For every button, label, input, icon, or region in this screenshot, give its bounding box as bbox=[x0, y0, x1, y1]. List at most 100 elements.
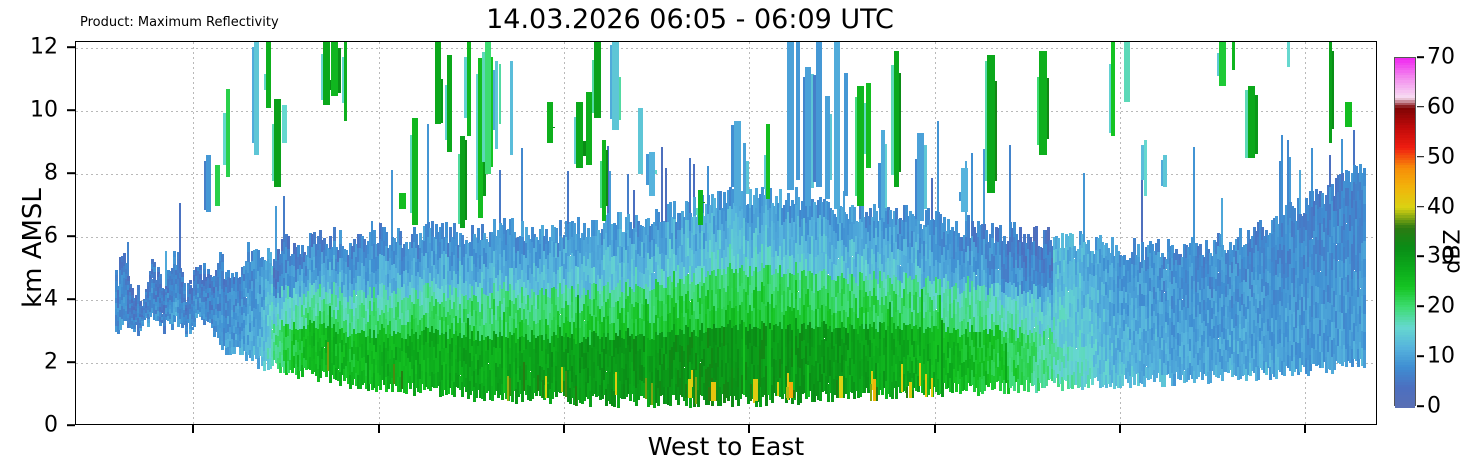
reflectivity-pixel bbox=[213, 281, 216, 288]
reflectivity-pixel bbox=[239, 340, 242, 348]
reflectivity-pixel bbox=[167, 297, 170, 303]
reflectivity-pixel bbox=[185, 321, 188, 325]
reflectivity-pixel bbox=[275, 206, 277, 261]
reflectivity-pixel bbox=[317, 368, 320, 383]
reflectivity-pixel bbox=[131, 321, 134, 326]
reflectivity-pixel bbox=[249, 262, 252, 272]
reflectivity-pixel bbox=[337, 274, 340, 287]
reflectivity-pixel bbox=[233, 276, 236, 284]
reflectivity-pixel bbox=[195, 290, 198, 295]
reflectivity-pixel bbox=[117, 307, 120, 313]
reflectivity-pixel bbox=[117, 294, 120, 300]
reflectivity-pixel bbox=[197, 275, 200, 280]
reflectivity-pixel bbox=[173, 257, 176, 264]
reflectivity-pixel bbox=[207, 292, 210, 298]
reflectivity-pixel bbox=[307, 335, 310, 347]
reflectivity-pixel bbox=[295, 305, 298, 318]
reflectivity-pixel bbox=[185, 301, 188, 305]
reflectivity-pixel bbox=[333, 282, 336, 297]
reflectivity-pixel bbox=[217, 297, 220, 305]
reflectivity-pixel bbox=[231, 339, 234, 347]
reflectivity-pixel bbox=[181, 287, 184, 293]
reflectivity-pixel bbox=[311, 335, 314, 349]
reflectivity-pixel bbox=[271, 302, 274, 312]
reflectivity-pixel bbox=[255, 338, 258, 349]
reflectivity-pixel bbox=[135, 314, 138, 317]
reflectivity-pixel bbox=[189, 294, 192, 300]
reflectivity-pixel bbox=[301, 280, 304, 293]
reflectivity-pixel bbox=[143, 308, 146, 311]
reflectivity-pixel bbox=[275, 260, 278, 271]
reflectivity-pixel bbox=[315, 315, 318, 328]
reflectivity-pixel bbox=[261, 316, 264, 327]
reflectivity-pixel bbox=[143, 306, 146, 309]
reflectivity-pixel bbox=[171, 301, 174, 308]
reflectivity-pixel bbox=[249, 332, 252, 341]
reflectivity-pixel bbox=[235, 292, 238, 300]
reflectivity-pixel bbox=[311, 259, 314, 273]
reflectivity-pixel bbox=[165, 298, 168, 302]
reflectivity-pixel bbox=[223, 327, 226, 334]
reflectivity-pixel bbox=[281, 285, 284, 298]
reflectivity-pixel bbox=[315, 291, 318, 304]
reflectivity-pixel bbox=[211, 300, 214, 305]
reflectivity-pixel bbox=[281, 297, 284, 309]
reflectivity-pixel bbox=[137, 298, 140, 304]
reflectivity-pixel bbox=[141, 322, 144, 325]
reflectivity-pixel bbox=[153, 298, 156, 304]
reflectivity-pixel bbox=[179, 303, 182, 309]
reflectivity-pixel bbox=[219, 328, 222, 337]
reflectivity-pixel bbox=[143, 318, 146, 321]
reflectivity-pixel bbox=[199, 293, 202, 298]
reflectivity-pixel bbox=[191, 315, 194, 319]
reflectivity-pixel bbox=[161, 304, 164, 308]
reflectivity-pixel bbox=[219, 319, 222, 329]
reflectivity-pixel bbox=[197, 305, 200, 310]
reflectivity-pixel bbox=[325, 364, 328, 377]
reflectivity-pixel bbox=[259, 338, 262, 348]
reflectivity-pixel bbox=[175, 279, 178, 284]
reflectivity-pixel bbox=[239, 312, 242, 320]
chart-title: 14.03.2026 06:05 - 06:09 UTC bbox=[486, 4, 894, 35]
reflectivity-pixel bbox=[297, 366, 300, 380]
reflectivity-pixel bbox=[305, 328, 308, 340]
reflectivity-pixel bbox=[301, 256, 304, 269]
reflectivity-pixel bbox=[129, 307, 132, 312]
reflectivity-pixel bbox=[139, 303, 142, 307]
reflectivity-pixel bbox=[289, 286, 292, 298]
reflectivity-pixel bbox=[309, 282, 312, 295]
reflectivity-pixel bbox=[185, 324, 188, 328]
reflectivity-pixel bbox=[207, 302, 210, 308]
reflectivity-pixel bbox=[173, 289, 176, 296]
reflectivity-pixel bbox=[211, 314, 214, 320]
reflectivity-pixel bbox=[209, 305, 212, 310]
reflectivity-pixel bbox=[253, 317, 256, 327]
reflectivity-pixel bbox=[283, 266, 286, 279]
reflectivity-pixel bbox=[445, 222, 448, 239]
reflectivity-pixel bbox=[129, 299, 132, 304]
reflectivity-pixel bbox=[267, 303, 270, 315]
reflectivity-pixel bbox=[233, 346, 236, 354]
reflectivity-pixel bbox=[209, 301, 212, 306]
reflectivity-pixel bbox=[219, 252, 222, 261]
reflectivity-pixel bbox=[277, 270, 280, 282]
reflectivity-pixel bbox=[195, 303, 198, 309]
reflectivity-pixel bbox=[313, 320, 316, 334]
reflectivity-pixel bbox=[335, 355, 338, 368]
reflectivity-pixel bbox=[213, 309, 216, 315]
reflectivity-pixel bbox=[155, 302, 158, 307]
reflectivity-pixel bbox=[157, 276, 160, 282]
reflectivity-pixel bbox=[317, 276, 320, 290]
reflectivity-pixel bbox=[143, 310, 146, 313]
reflectivity-pixel bbox=[297, 330, 300, 343]
reflectivity-pixel bbox=[323, 311, 326, 324]
reflectivity-pixel bbox=[265, 297, 268, 307]
reflectivity-pixel bbox=[239, 277, 242, 285]
reflectivity-pixel bbox=[123, 259, 126, 266]
reflectivity-pixel bbox=[129, 323, 132, 328]
reflectivity-pixel bbox=[133, 322, 136, 327]
reflectivity-pixel bbox=[173, 270, 176, 277]
reflectivity-pixel bbox=[293, 333, 296, 345]
reflectivity-pixel bbox=[311, 272, 314, 286]
y-tick-label: 8 bbox=[44, 160, 58, 186]
